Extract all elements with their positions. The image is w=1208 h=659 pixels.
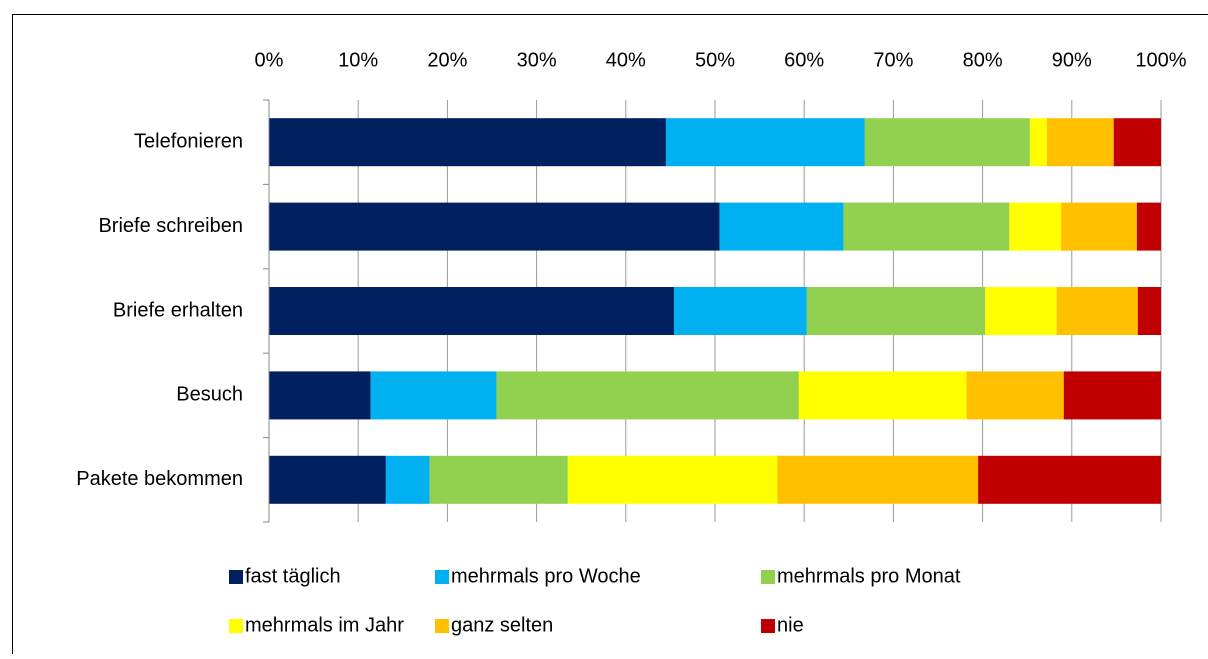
y-tick-label: Briefe schreiben <box>98 215 243 237</box>
bar-segment <box>1137 203 1161 251</box>
bar-segment <box>371 371 497 419</box>
bar-segment <box>807 287 985 335</box>
legend-label: nie <box>777 614 804 636</box>
legend-swatch <box>761 570 775 584</box>
legend-swatch <box>435 570 449 584</box>
bar-segment <box>269 203 719 251</box>
bar-segment <box>1047 118 1114 166</box>
bar-segment <box>719 203 843 251</box>
x-tick-label: 20% <box>427 49 467 71</box>
legend-label: mehrmals pro Woche <box>451 565 641 587</box>
legend-swatch <box>435 619 449 633</box>
bar-segment <box>666 118 865 166</box>
bar-segment <box>430 456 568 504</box>
bar-segment <box>777 456 978 504</box>
bar-segment <box>386 456 430 504</box>
bar-segment <box>496 371 798 419</box>
legend-label: mehrmals im Jahr <box>245 614 404 636</box>
bar-segment <box>985 287 1056 335</box>
legend-label: mehrmals pro Monat <box>777 565 961 587</box>
bar-segment <box>1114 118 1161 166</box>
x-tick-label: 60% <box>784 49 824 71</box>
x-tick-label: 70% <box>873 49 913 71</box>
legend-label: ganz selten <box>451 614 553 636</box>
legend-swatch <box>229 619 243 633</box>
y-tick-label: Briefe erhalten <box>113 299 243 321</box>
bar-segment <box>269 118 666 166</box>
bar-segment <box>1061 203 1137 251</box>
x-tick-label: 30% <box>517 49 557 71</box>
x-tick-label: 50% <box>695 49 735 71</box>
legend-swatch <box>761 619 775 633</box>
y-tick-label: Pakete bekommen <box>76 468 243 490</box>
bar-segment <box>1064 371 1161 419</box>
x-tick-label: 0% <box>255 49 284 71</box>
bar-segment <box>799 371 967 419</box>
x-tick-label: 90% <box>1052 49 1092 71</box>
bar-segment <box>865 118 1030 166</box>
x-tick-label: 80% <box>963 49 1003 71</box>
bar-segment <box>1009 203 1061 251</box>
legend-swatch <box>229 570 243 584</box>
bar-segment <box>568 456 778 504</box>
bar-segment <box>967 371 1064 419</box>
bar-segment <box>843 203 1009 251</box>
x-tick-label: 100% <box>1135 49 1186 71</box>
bar-segment <box>269 456 386 504</box>
bar-segment <box>674 287 807 335</box>
x-tick-label: 40% <box>606 49 646 71</box>
bar-segment <box>1030 118 1047 166</box>
x-tick-label: 10% <box>338 49 378 71</box>
y-tick-label: Besuch <box>176 384 243 406</box>
legend-label: fast täglich <box>245 565 341 587</box>
bar-segment <box>978 456 1161 504</box>
bar-segment <box>1057 287 1138 335</box>
bar-segment <box>269 371 371 419</box>
bar-segment <box>269 287 674 335</box>
bar-segment <box>1138 287 1161 335</box>
y-tick-label: Telefonieren <box>134 130 243 152</box>
